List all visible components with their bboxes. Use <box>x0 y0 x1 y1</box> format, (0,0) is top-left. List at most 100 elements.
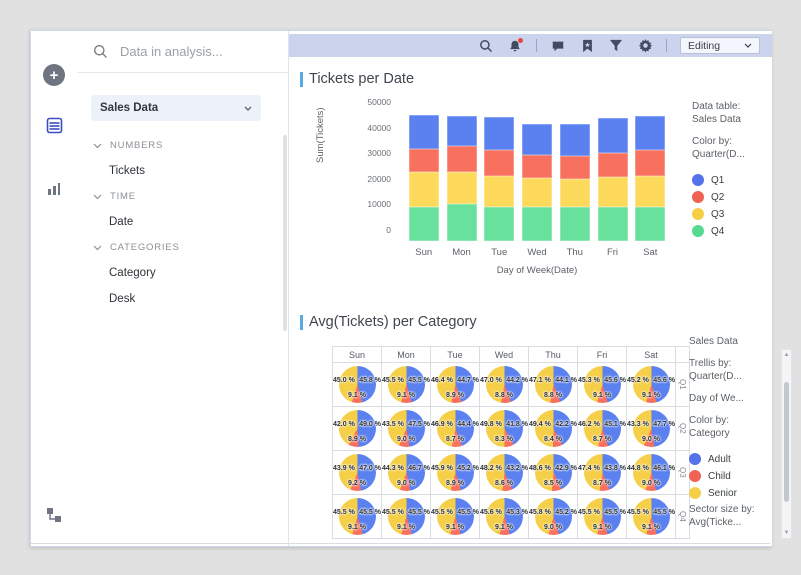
legend-entry-q3[interactable]: Q3 <box>692 208 745 220</box>
pie-q2-sat[interactable]: 43.3 % 47.7 % 9.0 % <box>627 407 676 451</box>
pie-q3-tue[interactable]: 45.9 % 45.2 % 8.9 % <box>431 451 480 495</box>
bar-segment-q3[interactable] <box>635 175 666 208</box>
pie-q3-sun[interactable]: 43.9 % 47.0 % 9.2 % <box>333 451 382 495</box>
bar-mon[interactable] <box>446 115 477 241</box>
data-table-selector[interactable]: Sales Data <box>91 95 261 121</box>
bar-segment-q2[interactable] <box>635 149 666 176</box>
pie-chart[interactable] <box>584 410 621 447</box>
scroll-up-icon[interactable]: ▲ <box>783 352 790 358</box>
bar-sun[interactable] <box>408 115 439 241</box>
pie-q1-sat[interactable]: 45.2 % 45.6 % 9.1 % <box>627 363 676 407</box>
pie-chart[interactable] <box>584 498 621 535</box>
bar-segment-q3[interactable] <box>559 178 590 208</box>
settings-button[interactable] <box>637 38 653 54</box>
field-item-tickets[interactable]: Tickets <box>109 165 145 177</box>
pie-q4-tue[interactable]: 45.5 % 45.5 % 9.1 % <box>431 495 480 539</box>
pie-q2-tue[interactable]: 46.9 % 44.4 % 8.7 % <box>431 407 480 451</box>
visualizations-button[interactable] <box>43 177 65 199</box>
bar-segment-q1[interactable] <box>484 117 515 150</box>
toolbar-search-button[interactable] <box>478 38 494 54</box>
scroll-down-icon[interactable]: ▼ <box>783 530 790 536</box>
pie-chart[interactable] <box>437 366 474 403</box>
bar-segment-q1[interactable] <box>408 115 439 149</box>
pie-chart[interactable] <box>535 454 572 491</box>
data-canvas-button[interactable] <box>43 504 65 526</box>
bar-segment-q4[interactable] <box>597 207 628 241</box>
bar-segment-q4[interactable] <box>408 207 439 241</box>
bar-segment-q4[interactable] <box>635 207 666 241</box>
pie-q2-wed[interactable]: 49.8 % 41.8 % 8.3 % <box>480 407 529 451</box>
editing-mode-dropdown[interactable]: Editing <box>680 37 760 54</box>
pie-q2-thu[interactable]: 49.4 % 42.2 % 8.4 % <box>529 407 578 451</box>
pie-chart[interactable] <box>437 410 474 447</box>
pie-chart[interactable] <box>486 498 523 535</box>
pie-q3-fri[interactable]: 47.4 % 43.8 % 8.7 % <box>578 451 627 495</box>
pie-q3-sat[interactable]: 44.8 % 46.1 % 9.0 % <box>627 451 676 495</box>
pie-q1-tue[interactable]: 46.4 % 44.7 % 8.9 % <box>431 363 480 407</box>
pie-chart[interactable] <box>584 366 621 403</box>
bar-thu[interactable] <box>559 123 590 241</box>
pie-q2-fri[interactable]: 46.2 % 45.1 % 8.7 % <box>578 407 627 451</box>
bar-segment-q3[interactable] <box>597 177 628 208</box>
filters-button[interactable] <box>608 38 624 54</box>
pie-q4-sat[interactable]: 45.5 % 45.5 % 9.1 % <box>627 495 676 539</box>
bar-segment-q4[interactable] <box>522 207 552 241</box>
bar-segment-q1[interactable] <box>446 115 477 147</box>
pie-chart[interactable] <box>633 454 670 491</box>
legend-scrollbar[interactable]: ▲ ▼ <box>781 349 792 539</box>
pie-chart[interactable] <box>486 410 523 447</box>
bar-segment-q2[interactable] <box>484 149 515 177</box>
bar-segment-q2[interactable] <box>597 153 628 178</box>
pie-q4-wed[interactable]: 45.6 % 45.3 % 9.1 % <box>480 495 529 539</box>
section-header-numbers[interactable]: NUMBERS <box>77 133 288 158</box>
bar-segment-q3[interactable] <box>408 172 439 208</box>
pie-chart[interactable] <box>584 454 621 491</box>
pie-q1-thu[interactable]: 47.1 % 44.1 % 8.8 % <box>529 363 578 407</box>
data-panel-button[interactable] <box>43 114 65 136</box>
pie-q3-wed[interactable]: 48.2 % 43.2 % 8.6 % <box>480 451 529 495</box>
pie-chart[interactable] <box>486 366 523 403</box>
pie-q1-sun[interactable]: 45.0 % 45.8 % 9.1 % <box>333 363 382 407</box>
field-item-date[interactable]: Date <box>109 216 134 228</box>
bar-fri[interactable] <box>597 117 628 241</box>
pie-chart[interactable] <box>633 366 670 403</box>
pie-chart[interactable] <box>339 366 376 403</box>
pie-q1-fri[interactable]: 45.3 % 45.6 % 9.1 % <box>578 363 627 407</box>
bar-segment-q3[interactable] <box>446 172 477 205</box>
pie-chart[interactable] <box>388 454 425 491</box>
pie-chart[interactable] <box>339 498 376 535</box>
pie-chart[interactable] <box>339 454 376 491</box>
bar-segment-q3[interactable] <box>484 176 515 208</box>
pie-q4-sun[interactable]: 45.5 % 45.5 % 9.1 % <box>333 495 382 539</box>
section-header-categories[interactable]: CATEGORIES <box>77 235 288 260</box>
bar-segment-q4[interactable] <box>484 207 515 241</box>
section-header-time[interactable]: TIME <box>77 184 288 209</box>
pie-q4-thu[interactable]: 45.8 % 45.2 % 9.0 % <box>529 495 578 539</box>
bar-wed[interactable] <box>522 123 552 241</box>
bar-segment-q2[interactable] <box>446 146 477 173</box>
bar-tue[interactable] <box>484 117 515 241</box>
scrollbar-thumb[interactable] <box>784 382 789 502</box>
bar-segment-q4[interactable] <box>446 204 477 241</box>
bar-segment-q1[interactable] <box>522 123 552 156</box>
notifications-button[interactable] <box>507 37 523 54</box>
search-input[interactable] <box>118 43 272 60</box>
add-data-button[interactable]: + <box>43 64 65 86</box>
bookmarks-button[interactable] <box>579 38 595 54</box>
pie-chart[interactable] <box>388 366 425 403</box>
pie-chart[interactable] <box>437 498 474 535</box>
legend-entry-q2[interactable]: Q2 <box>692 191 745 203</box>
pie-chart[interactable] <box>486 454 523 491</box>
legend-entry-adult[interactable]: Adult <box>689 453 777 465</box>
field-item-category[interactable]: Category <box>109 267 156 279</box>
pie-chart[interactable] <box>437 454 474 491</box>
pie-chart[interactable] <box>339 410 376 447</box>
bar-sat[interactable] <box>635 115 666 241</box>
pie-chart[interactable] <box>633 410 670 447</box>
pie-chart[interactable] <box>535 410 572 447</box>
comments-button[interactable] <box>550 38 566 54</box>
pie-chart[interactable] <box>388 410 425 447</box>
bar-segment-q1[interactable] <box>635 115 666 150</box>
legend-entry-q1[interactable]: Q1 <box>692 174 745 186</box>
pie-q3-thu[interactable]: 48.6 % 42.9 % 8.5 % <box>529 451 578 495</box>
